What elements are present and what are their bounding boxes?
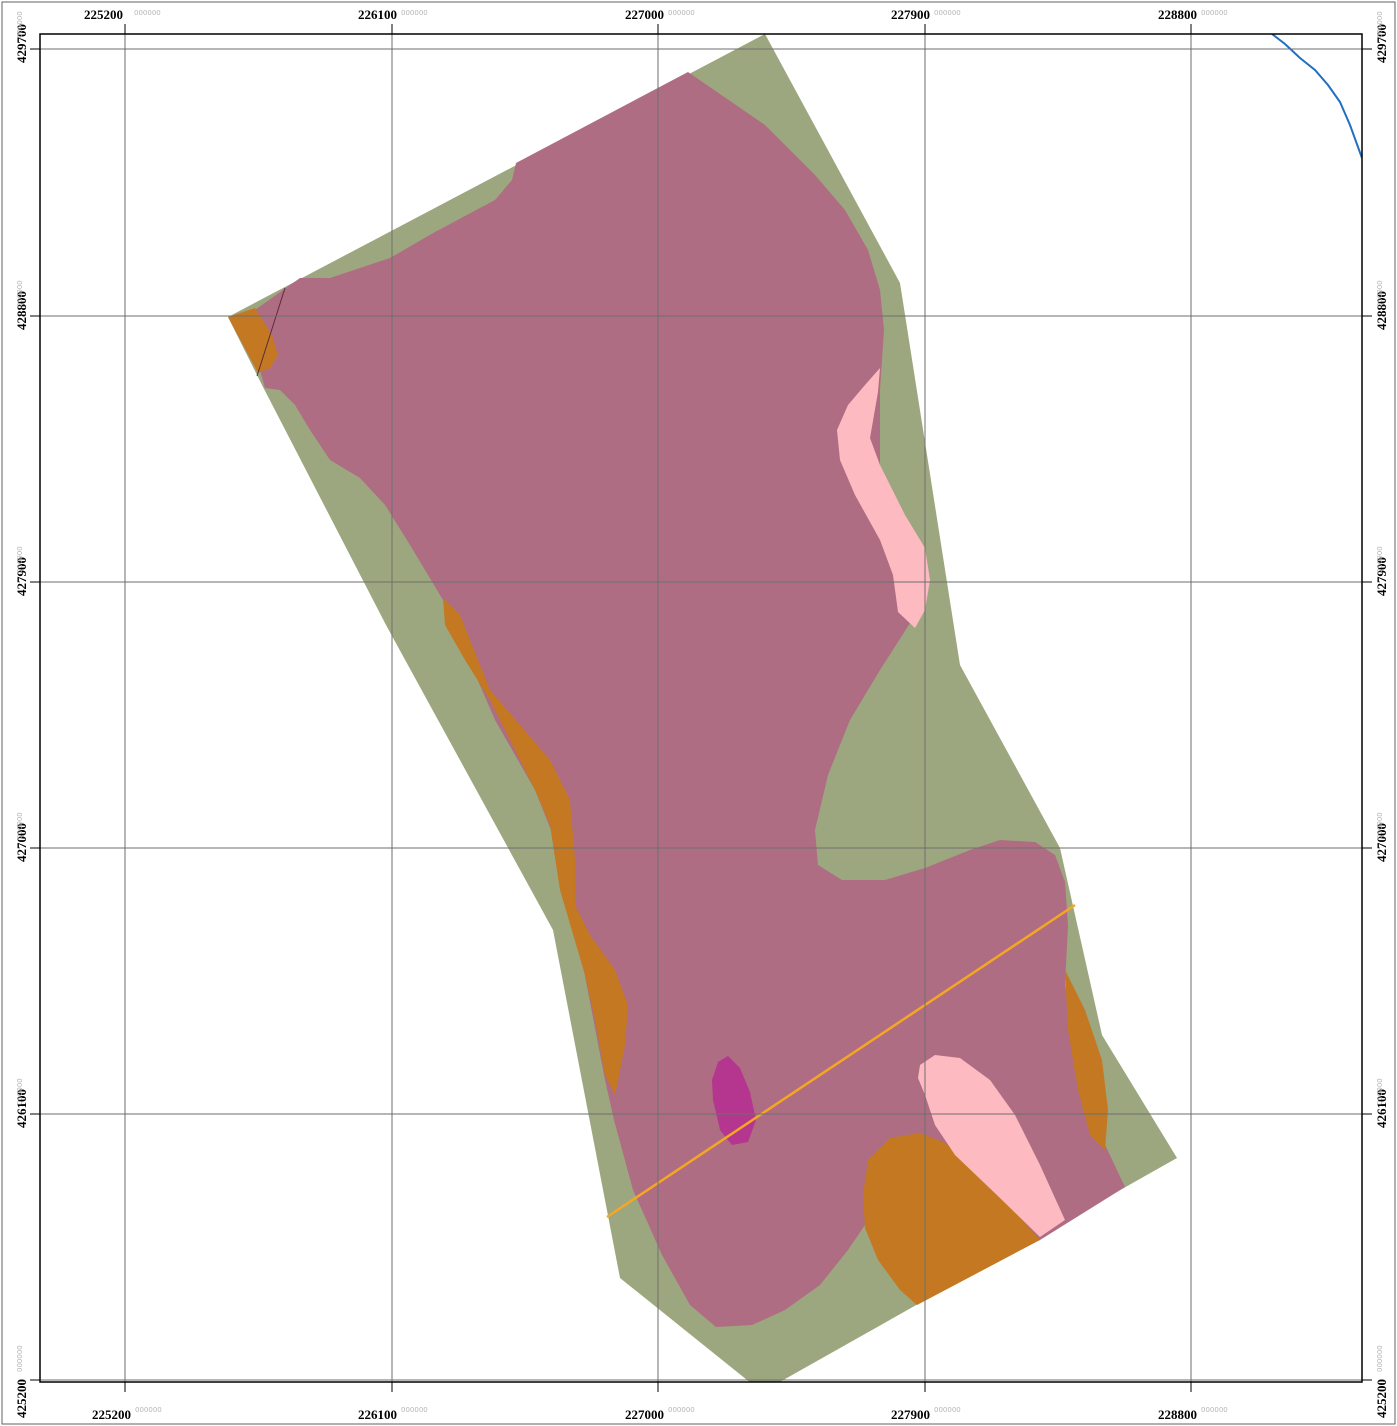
y-tick-label: 425200	[14, 1379, 29, 1418]
x-tick-suffix: 000000	[401, 1406, 428, 1414]
x-tick-suffix: 000000	[668, 1406, 695, 1414]
y-tick-suffix: 000000	[16, 1078, 24, 1105]
y-tick-suffix: 000000	[16, 11, 24, 38]
x-tick-suffix: 000000	[134, 9, 161, 17]
y-tick-suffix: 000000	[16, 812, 24, 839]
x-tick-label: 227000	[625, 1407, 664, 1422]
y-tick-label: 429700	[14, 24, 29, 63]
unit-magenta-outcrop[interactable]	[712, 1056, 756, 1145]
y-tick-label: 427900	[1374, 557, 1389, 596]
y-tick-label: 429700	[1374, 24, 1389, 63]
x-tick-suffix: 000000	[401, 9, 428, 17]
y-tick-suffix: 000000	[1376, 11, 1384, 38]
unit-orange-outcrop-south[interactable]	[863, 1133, 1040, 1305]
y-tick-suffix: 000000	[1376, 1345, 1384, 1372]
y-tick-suffix: 000000	[16, 280, 24, 307]
x-tick-label: 226100	[358, 7, 397, 22]
contact-line	[256, 287, 286, 377]
y-tick-label: 427000	[1374, 823, 1389, 862]
unit-mauve-outcrop[interactable]	[245, 72, 1125, 1327]
x-tick-label: 226100	[358, 1407, 397, 1422]
x-tick-suffix: 000000	[934, 1406, 961, 1414]
unit-orange-outcrop-east[interactable]	[1065, 970, 1108, 1150]
y-tick-label: 426100	[1374, 1089, 1389, 1128]
unit-pink-outcrop-south[interactable]	[918, 1055, 1065, 1237]
y-tick-suffix: 000000	[1376, 812, 1384, 839]
y-tick-suffix: 000000	[1376, 1078, 1384, 1105]
right-axis-labels: 429700 000000 428800 000000 427900 00000…	[1374, 11, 1389, 1418]
fault-line[interactable]	[606, 903, 1076, 1219]
x-tick-suffix: 000000	[1201, 9, 1228, 17]
y-tick-label: 427900	[14, 557, 29, 596]
y-tick-label: 425200	[1374, 1379, 1389, 1418]
y-tick-label: 428800	[1374, 291, 1389, 330]
y-tick-suffix: 000000	[16, 1345, 24, 1372]
y-tick-suffix: 000000	[16, 546, 24, 573]
x-tick-label: 227900	[891, 7, 930, 22]
x-tick-suffix: 000000	[1201, 1406, 1228, 1414]
x-tick-label: 228800	[1158, 1407, 1197, 1422]
map-content	[40, 34, 1362, 1382]
unit-orange-outcrop-west[interactable]	[443, 598, 628, 1095]
x-tick-suffix: 000000	[135, 1406, 162, 1414]
y-tick-label: 426100	[14, 1089, 29, 1128]
grid-lines	[40, 34, 1362, 1382]
y-tick-label: 428800	[14, 291, 29, 330]
x-tick-label: 227900	[891, 1407, 930, 1422]
left-axis-labels: 429700 000000 428800 000000 427900 00000…	[14, 11, 29, 1418]
river[interactable]	[1271, 34, 1362, 159]
y-tick-label: 427000	[14, 823, 29, 862]
x-tick-label: 225200	[84, 7, 123, 22]
bottom-axis-labels: 225200 000000 226100 000000 227000 00000…	[92, 1406, 1228, 1422]
unit-orange-outcrop-nw[interactable]	[228, 308, 278, 373]
x-tick-label: 227000	[625, 7, 664, 22]
y-tick-suffix: 000000	[1376, 546, 1384, 573]
x-tick-label: 225200	[92, 1407, 131, 1422]
x-tick-suffix: 000000	[668, 9, 695, 17]
unit-pink-outcrop-north[interactable]	[837, 368, 930, 628]
y-tick-suffix: 000000	[1376, 280, 1384, 307]
tick-marks	[30, 24, 1372, 1392]
x-tick-label: 228800	[1158, 7, 1197, 22]
x-tick-suffix: 000000	[934, 9, 961, 17]
top-axis-labels: 225200 000000 226100 000000 227000 00000…	[84, 7, 1228, 22]
inner-frame	[39, 33, 1363, 1383]
